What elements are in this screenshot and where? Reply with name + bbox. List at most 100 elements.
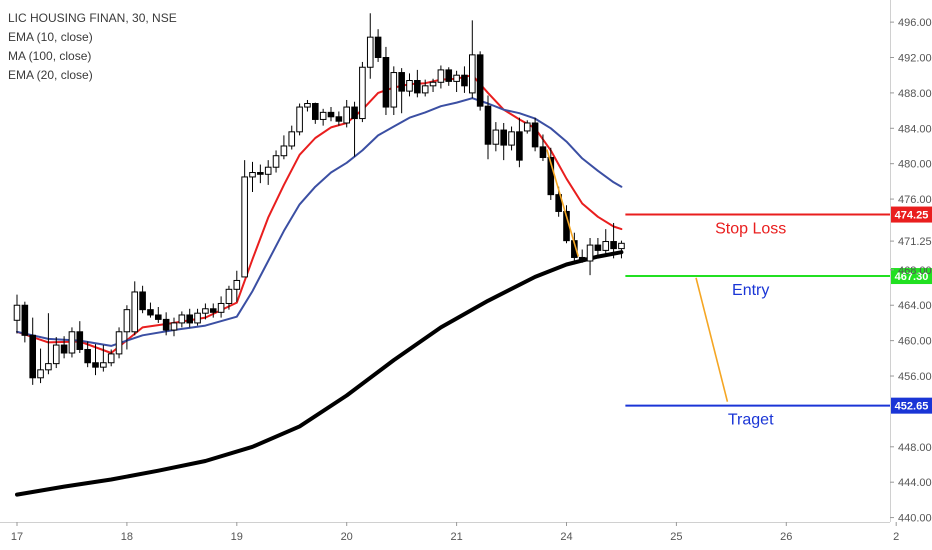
price-tick-label: 444.00: [898, 477, 932, 489]
candle-body: [374, 36, 382, 59]
candle-body: [602, 241, 610, 251]
candle: [272, 150, 280, 173]
time-tick-label: 24: [560, 531, 572, 543]
candle-body: [225, 288, 233, 304]
candle-body: [123, 309, 131, 333]
candle-body: [351, 106, 358, 120]
candle: [45, 313, 52, 375]
level-label-3: Traget: [728, 412, 774, 429]
candle: [131, 281, 139, 336]
candle-body: [107, 353, 115, 364]
candle: [264, 160, 272, 185]
candle: [241, 160, 248, 278]
candle: [178, 311, 186, 328]
candle: [578, 249, 586, 263]
candle: [539, 134, 547, 162]
candle-body: [186, 314, 193, 324]
candle: [147, 302, 154, 318]
candle: [202, 303, 209, 320]
candle-body: [52, 344, 60, 365]
candle: [29, 317, 36, 385]
price-tag-label-1: 474.25: [895, 210, 929, 222]
candle: [374, 29, 382, 62]
candle: [500, 122, 507, 161]
legend-ema20[interactable]: EMA (20, close): [8, 68, 93, 82]
candle: [84, 341, 91, 368]
candle: [312, 102, 319, 124]
price-tick-label: 492.00: [898, 53, 932, 65]
candle: [304, 99, 311, 112]
legend-ema10[interactable]: EMA (10, close): [8, 30, 93, 44]
candle: [547, 147, 555, 200]
candle: [421, 79, 429, 97]
candle-body: [209, 308, 217, 313]
candle: [155, 307, 162, 323]
candle: [461, 66, 468, 93]
candle-body: [586, 244, 594, 262]
candle: [60, 336, 68, 359]
candle-body: [406, 80, 413, 92]
chart-title: LIC HOUSING FINAN, 30, NSE: [8, 11, 177, 25]
candle-body: [21, 304, 29, 336]
candle: [398, 68, 405, 114]
candle-body: [429, 81, 437, 87]
candle: [602, 229, 610, 254]
candle-body: [343, 106, 350, 124]
candle-body: [366, 36, 374, 68]
candle-body: [241, 176, 248, 278]
time-tick-label: 17: [11, 531, 23, 543]
series-line-3: [16, 97, 623, 347]
candle-body: [139, 291, 146, 311]
trend-lines: [546, 149, 729, 402]
candle: [37, 348, 44, 384]
candle: [76, 321, 84, 354]
candle-body: [453, 74, 460, 82]
candle-body: [84, 348, 91, 364]
candle: [359, 61, 366, 123]
candle: [92, 344, 99, 376]
price-tick-label: 468.00: [898, 265, 932, 277]
candle-body: [162, 318, 170, 331]
candle-body: [398, 72, 405, 92]
candle-body: [319, 111, 327, 120]
time-tick-label: 26: [780, 531, 792, 543]
candle: [531, 117, 539, 152]
candle-body: [484, 105, 492, 145]
candle: [280, 135, 288, 160]
candle: [492, 122, 500, 152]
candle: [225, 285, 233, 310]
price-tag-1: [891, 206, 932, 223]
candle: [296, 103, 303, 136]
candle: [429, 78, 437, 93]
candle-body: [76, 331, 84, 350]
legend-ma100[interactable]: MA (100, close): [8, 49, 92, 63]
trend-line-1: [546, 149, 580, 257]
candle: [13, 294, 21, 334]
candle: [21, 301, 29, 343]
price-tick-label: 496.00: [898, 17, 932, 29]
candle-body: [461, 74, 468, 87]
candle: [288, 125, 296, 150]
candle-body: [264, 166, 272, 175]
price-tick-label: 476.00: [898, 194, 932, 206]
candle-body: [37, 369, 44, 379]
candle: [618, 240, 625, 259]
price-tag-2: [891, 268, 932, 285]
candle-body: [547, 156, 555, 196]
candle-body: [618, 242, 625, 250]
candle: [453, 70, 460, 93]
candle-body: [500, 129, 507, 146]
candle-body: [555, 194, 562, 212]
candle: [406, 73, 413, 97]
candle-body: [29, 334, 36, 379]
candle-body: [115, 331, 123, 355]
candle-body: [217, 302, 225, 313]
candle: [68, 327, 76, 358]
time-tick-label: 19: [231, 531, 243, 543]
candle: [123, 305, 131, 350]
candle: [249, 161, 256, 192]
time-tick-label: 2: [893, 531, 899, 543]
candle: [186, 308, 193, 328]
candle-body: [45, 363, 52, 371]
